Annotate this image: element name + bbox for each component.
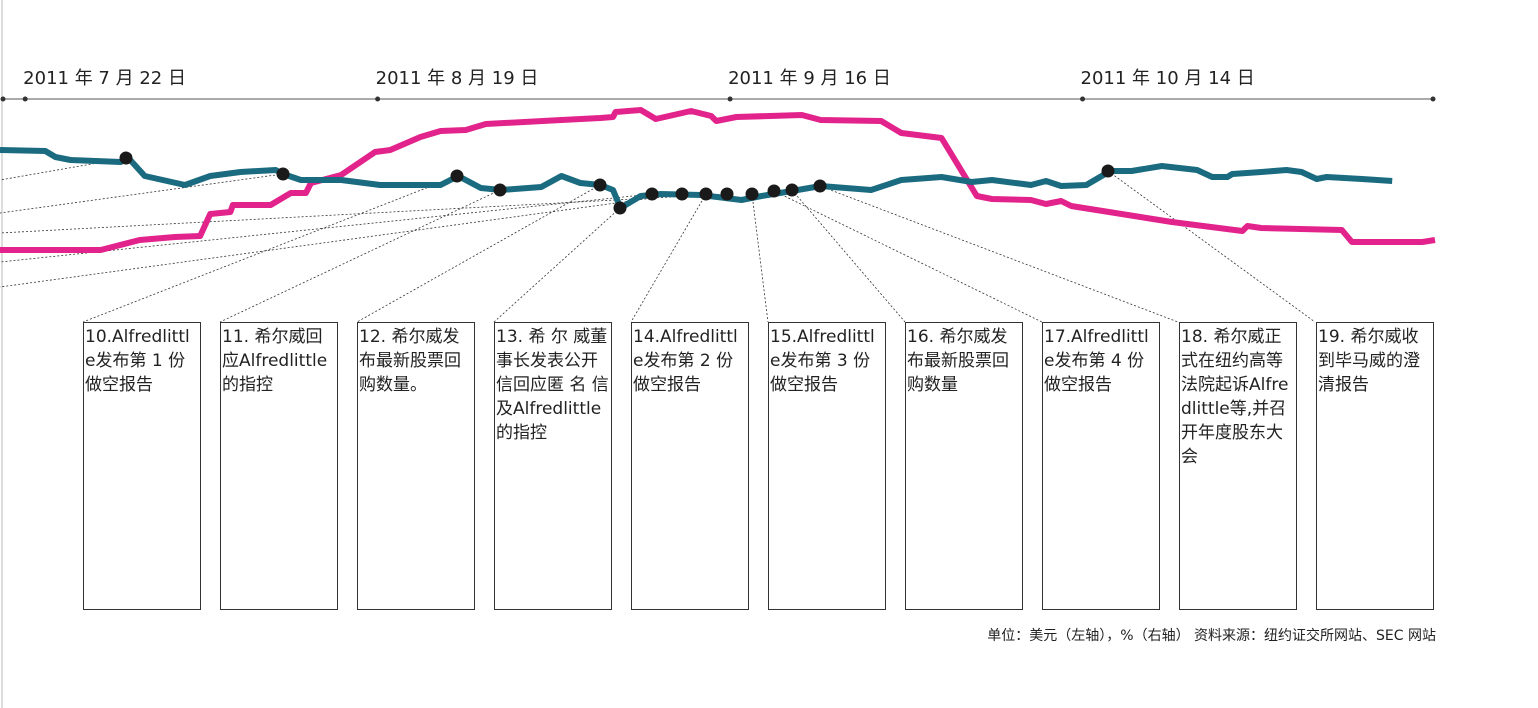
line-series	[0, 107, 1436, 253]
event-dot	[1101, 164, 1115, 178]
event-dot	[813, 179, 827, 193]
event-dot	[699, 187, 713, 201]
event-box: 16. 希尔威发布最新股票回购数量	[905, 322, 1023, 610]
event-box: 18. 希尔威正式在纽约高等法院起诉Alfredlittle等,并召开年度股东大…	[1179, 322, 1297, 610]
event-box: 12. 希尔威发布最新股票回购数量。	[357, 322, 475, 610]
connector	[773, 190, 1043, 323]
x-tick-label: 2011 年 10 月 14 日	[1081, 68, 1255, 89]
event-dot	[276, 167, 290, 181]
connector	[82, 175, 458, 323]
x-tick-label: 2011 年 7 月 22 日	[23, 68, 186, 89]
connector	[819, 185, 1179, 323]
event-box: 14.Alfredlittle发布第 2 份做空报告	[631, 322, 749, 610]
connector	[0, 193, 683, 288]
event-box: 13. 希 尔 威董事长发表公开信回应匿 名 信 及Alfredlittle的指…	[494, 322, 612, 610]
connector	[219, 189, 501, 323]
event-dot	[785, 183, 799, 197]
x-tick-label: 2011 年 8 月 19 日	[376, 68, 539, 89]
connector	[0, 193, 728, 234]
line-series	[0, 147, 1393, 211]
event-dot	[645, 187, 659, 201]
event-dot	[720, 187, 734, 201]
event-dot	[119, 151, 133, 165]
event-dot	[450, 169, 464, 183]
connector	[1107, 170, 1316, 323]
connector	[356, 184, 601, 323]
axis-end	[0, 96, 6, 102]
event-dot	[493, 183, 507, 197]
event-box: 17.Alfredlittle发布第 4 份做空报告	[1042, 322, 1160, 610]
connector	[791, 189, 906, 323]
event-dot	[613, 201, 627, 215]
event-box: 19. 希尔威收到毕马威的澄清报告	[1316, 322, 1434, 610]
event-box: 11. 希尔威回应Alfredlittle的指控	[220, 322, 338, 610]
event-dot	[675, 187, 689, 201]
x-tick-label: 2011 年 9 月 16 日	[728, 68, 891, 89]
event-dot	[593, 178, 607, 192]
connector	[493, 207, 621, 323]
event-dot	[745, 187, 759, 201]
event-dot	[767, 184, 781, 198]
connector	[630, 193, 707, 323]
x-tick	[1080, 96, 1086, 102]
source-note: 单位：美元（左轴），%（右轴） 资料来源：纽约证交所网站、SEC 网站	[987, 628, 1436, 644]
x-tick	[375, 96, 381, 102]
event-box: 15.Alfredlittle发布第 3 份做空报告	[768, 322, 886, 610]
x-tick	[22, 96, 28, 102]
axis-end	[1430, 96, 1436, 102]
x-tick	[727, 96, 733, 102]
event-box: 10.Alfredlittle发布第 1 份做空报告	[83, 322, 201, 610]
connector	[0, 193, 653, 263]
connector	[751, 193, 769, 323]
